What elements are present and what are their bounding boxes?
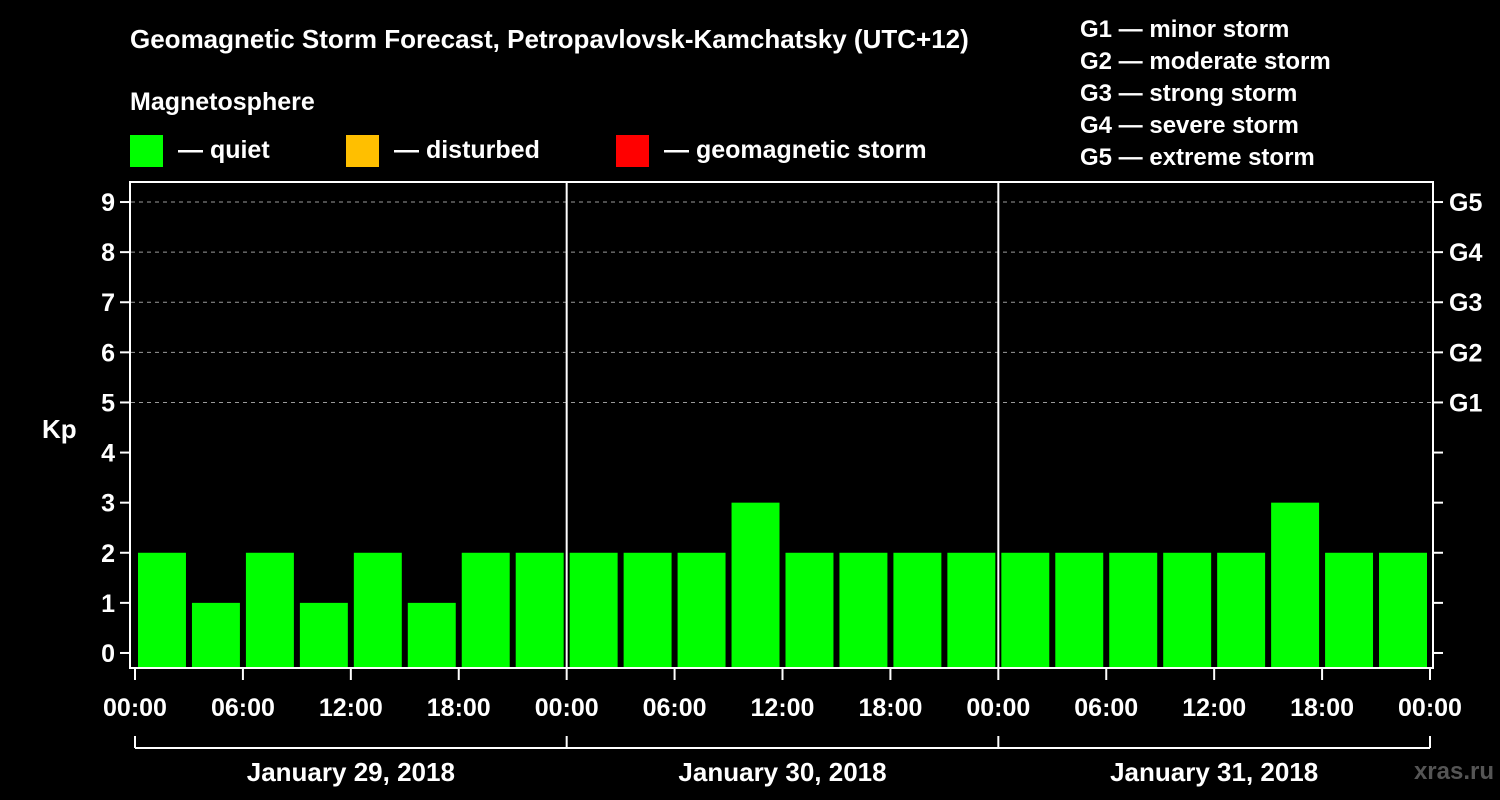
x-tick-label: 18:00 — [427, 694, 491, 722]
day-label: January 31, 2018 — [1110, 757, 1318, 787]
kp-bar — [839, 552, 888, 668]
y-axis-ticks: 0 1 2 3 4 5 6 7 8 9 — [101, 189, 130, 668]
right-tick-label: G4 — [1449, 239, 1482, 267]
kp-bar — [1163, 552, 1212, 668]
bars — [138, 502, 1427, 668]
kp-bar — [569, 552, 618, 668]
chart-title: Geomagnetic Storm Forecast, Petropavlovs… — [130, 24, 969, 54]
storm-scale-g1: G1 — minor storm — [1080, 16, 1289, 43]
day-separators — [565, 182, 1000, 668]
x-tick-label: 06:00 — [1074, 694, 1138, 722]
y-tick-label: 3 — [101, 490, 115, 518]
x-tick-label: 12:00 — [1182, 694, 1246, 722]
right-tick-label: G5 — [1449, 189, 1482, 217]
day-label: January 30, 2018 — [678, 757, 886, 787]
storm-scale-g2: G2 — moderate storm — [1080, 48, 1331, 75]
legend-swatch-storm — [616, 135, 649, 167]
kp-bar — [785, 552, 834, 668]
kp-bar — [138, 552, 186, 668]
right-tick-label: G1 — [1449, 389, 1482, 417]
y-tick-label: 2 — [101, 540, 115, 568]
x-tick-label: 18:00 — [1290, 694, 1354, 722]
x-tick-label: 00:00 — [966, 694, 1030, 722]
kp-bar — [677, 552, 726, 668]
kp-bar — [461, 552, 510, 668]
kp-bar — [1055, 552, 1104, 668]
legend-label-disturbed: — disturbed — [394, 136, 540, 164]
grid-lines — [131, 201, 1432, 403]
kp-bar — [1271, 502, 1320, 668]
storm-scale-g4: G4 — severe storm — [1080, 112, 1299, 139]
x-tick-label: 12:00 — [319, 694, 383, 722]
kp-bar — [623, 552, 672, 668]
kp-bar — [1325, 552, 1374, 668]
x-tick-label: 18:00 — [858, 694, 922, 722]
legend-swatch-disturbed — [346, 135, 379, 167]
y-tick-label: 0 — [101, 640, 115, 668]
kp-bar — [191, 602, 240, 668]
kp-bar — [245, 552, 294, 668]
kp-bar — [1001, 552, 1050, 668]
watermark: xras.ru — [1414, 758, 1494, 785]
right-axis-ticks: G1 G2 G3 G4 G5 — [1433, 189, 1482, 654]
y-tick-label: 4 — [101, 440, 115, 468]
legend-swatch-quiet — [130, 135, 163, 167]
x-tick-label: 00:00 — [103, 694, 167, 722]
kp-bar — [515, 552, 564, 668]
y-tick-label: 7 — [101, 289, 115, 317]
x-tick-label: 12:00 — [751, 694, 815, 722]
day-axis: January 29, 2018 January 30, 2018 January … — [134, 736, 1431, 787]
kp-bar — [299, 602, 348, 668]
kp-bar — [1217, 552, 1266, 668]
y-tick-label: 6 — [101, 339, 115, 367]
y-axis-label: Kp — [42, 414, 77, 444]
right-tick-label: G2 — [1449, 339, 1482, 367]
legend-label-storm: — geomagnetic storm — [664, 136, 927, 164]
x-axis-ticks: 00:00 06:00 12:00 18:00 00:00 06:00 12:00 18:00… — [103, 668, 1462, 722]
storm-scale-g5: G5 — extreme storm — [1080, 144, 1315, 171]
y-tick-label: 9 — [101, 189, 115, 217]
storm-scale-g3: G3 — strong storm — [1080, 80, 1297, 107]
kp-bar — [947, 552, 996, 668]
kp-bar — [407, 602, 456, 668]
kp-bar — [893, 552, 942, 668]
x-tick-label: 00:00 — [535, 694, 599, 722]
right-tick-label: G3 — [1449, 289, 1482, 317]
y-tick-label: 5 — [101, 389, 115, 417]
x-tick-label: 06:00 — [211, 694, 275, 722]
legend-heading: Magnetosphere — [130, 88, 315, 116]
x-tick-label: 06:00 — [643, 694, 707, 722]
kp-bar — [731, 502, 780, 668]
day-label: January 29, 2018 — [247, 757, 455, 787]
kp-bar — [1379, 552, 1427, 668]
legend-label-quiet: — quiet — [178, 136, 270, 164]
y-tick-label: 1 — [101, 590, 115, 618]
kp-bar — [353, 552, 402, 668]
kp-bar — [1109, 552, 1158, 668]
y-tick-label: 8 — [101, 239, 115, 267]
x-tick-label: 00:00 — [1398, 694, 1462, 722]
